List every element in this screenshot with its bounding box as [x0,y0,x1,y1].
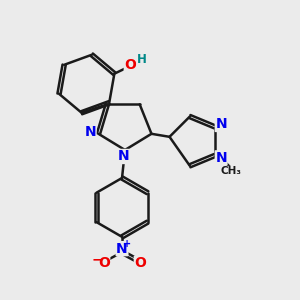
Text: N: N [215,118,227,131]
Text: +: + [123,239,131,249]
Text: O: O [124,58,136,72]
Text: N: N [116,242,128,256]
Text: N: N [215,151,227,165]
Text: −: − [92,253,103,267]
Text: H: H [137,53,147,66]
Text: O: O [134,256,146,270]
Text: N: N [84,125,96,139]
Text: CH₃: CH₃ [221,167,242,176]
Text: N: N [118,149,129,164]
Text: O: O [98,256,110,270]
